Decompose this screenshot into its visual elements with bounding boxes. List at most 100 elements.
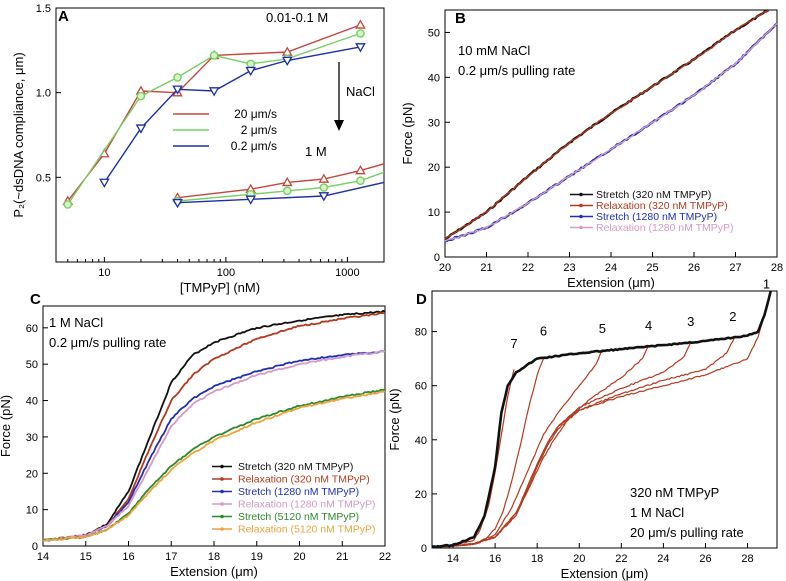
legend-marker [220,464,224,469]
annotation-salt: 1 M NaCl [49,315,103,330]
data-point [282,186,292,196]
x-tick-label: 22 [522,262,534,274]
annotation-salt-low: 0.01-0.1 M [266,10,328,25]
x-tick-label: 28 [771,262,783,274]
legend-label: Relaxation (320 nM TMPyP) [596,200,728,212]
legend-label: Stretch (5120 nM TMPyP) [238,511,359,523]
y-tick-label: 20 [26,468,38,480]
y-axis-title: Force (pN) [387,388,402,450]
x-tick-label: 18 [208,551,220,563]
y-tick-label: 30 [428,117,440,129]
x-axis-title: Extension (μm) [561,566,649,581]
x-tick-label: 16 [122,551,134,563]
panel-a: 10 100 1000 0.5 1.0 1.5 [TMPyP] (nM) P₂(~dsDNA … [11,3,385,295]
x-tick-label: 24 [657,553,669,565]
y-tick-label: 0 [421,543,427,555]
x-tick-label: 17 [165,551,177,563]
y-tick-label: 80 [415,327,427,339]
annotation-salt-high: 1 M [305,144,327,159]
x-axis-title: [TMPyP] (nM) [180,280,260,295]
x-tick-label: 100 [217,267,235,279]
annotation-salt: 10 mM NaCl [458,43,530,58]
y-tick-label: 50 [428,27,440,39]
legend-marker [579,203,583,208]
y-tick-label: 60 [26,323,38,335]
curve-label: 5 [599,321,606,336]
data-point [319,183,329,192]
series-a-4 [173,171,385,206]
panel-letter: A [58,8,69,25]
y-tick-label: 0 [32,541,38,553]
data-point [356,176,365,186]
x-tick-label: 21 [336,551,348,563]
data-point [135,124,147,134]
x-tick-label: 1000 [335,267,359,279]
series-c-line [42,390,386,542]
nacl-arrow-head [334,120,344,131]
legend-marker [220,527,224,531]
series-d-relaxation [431,369,515,548]
curve-label: 4 [645,318,652,333]
legend-label: 20 μm/s [234,107,277,121]
x-tick-label: 10 [98,267,110,279]
series-line [177,163,385,199]
curve-label: 7 [510,336,517,351]
x-tick-label: 26 [699,553,711,565]
annotation-salt: 1 M NaCl [630,505,684,520]
legend-marker [220,477,224,481]
x-tick-label: 25 [646,262,658,274]
data-point [281,56,293,67]
curve-label: 1 [763,276,770,291]
panel-letter: C [30,291,41,308]
series-d-relaxation [431,358,545,548]
data-point [172,85,183,95]
x-tick-label: 20 [293,551,305,563]
data-point [173,73,182,82]
x-tick-label: 22 [379,551,391,563]
x-tick-label: 20 [439,262,451,274]
annotation-rate: 20 μm/s pulling rate [630,525,744,540]
y-tick-label: 0.5 [36,172,51,184]
panel-letter: D [416,291,427,308]
legend-label: Relaxation (5120 nM TMPyP) [238,524,376,536]
curve-label: 2 [729,309,736,324]
y-tick-label: 10 [428,207,440,219]
x-axis-title: Extension (μm) [170,564,258,579]
series-line [177,171,385,202]
series-b-line [444,9,770,240]
data-point [355,19,366,29]
y-tick-label: 0 [434,252,440,264]
y-tick-label: 10 [26,505,38,517]
y-tick-label: 40 [26,396,38,408]
panel-c: 14 15 16 17 18 19 20 21 22 0 10 20 30 40 50 60 Extension… [0,291,391,579]
series-d-relaxation [431,344,650,548]
series-d-relaxation [431,336,736,548]
annotation-nacl: NaCl [346,84,375,99]
data-point [245,66,257,77]
panel-b: 20 21 22 23 24 25 26 27 28 0 10 20 30 40 50 Extension (… [400,8,783,290]
y-axis-title: P₂(~dsDNA compliance, μm) [11,52,26,217]
x-tick-label: 19 [251,551,263,563]
y-tick-label: 1.0 [36,88,51,100]
curve-label: 6 [540,324,547,339]
x-tick-label: 21 [480,262,492,274]
y-tick-label: 50 [26,359,38,371]
x-tick-label: 23 [563,262,575,274]
x-tick-label: 14 [37,551,49,563]
legend-marker [579,214,583,219]
legend-label: Relaxation (1280 nM TMPyP) [596,222,734,234]
data-point [208,87,220,97]
annotation-rate: 0.2 μm/s pulling rate [49,335,166,350]
axes-C: 14 15 16 17 18 19 20 21 22 0 10 20 30 40 50 60 Extension… [0,305,391,579]
series-a-2 [99,43,366,188]
data-point [136,91,146,101]
legend-label: Stretch (320 nM TMPyP) [596,189,711,201]
legend-label: Relaxation (320 nM TMPyP) [238,474,370,486]
y-axis-title: Force (pN) [0,395,13,457]
legend-marker [579,225,583,230]
axes-A: 10 100 1000 0.5 1.0 1.5 [TMPyP] (nM) P₂(~dsDNA … [11,3,385,295]
legend-label: Relaxation (1280 nM TMPyP) [238,499,376,511]
annotation-rate: 0.2 μm/s pulling rate [458,63,575,78]
